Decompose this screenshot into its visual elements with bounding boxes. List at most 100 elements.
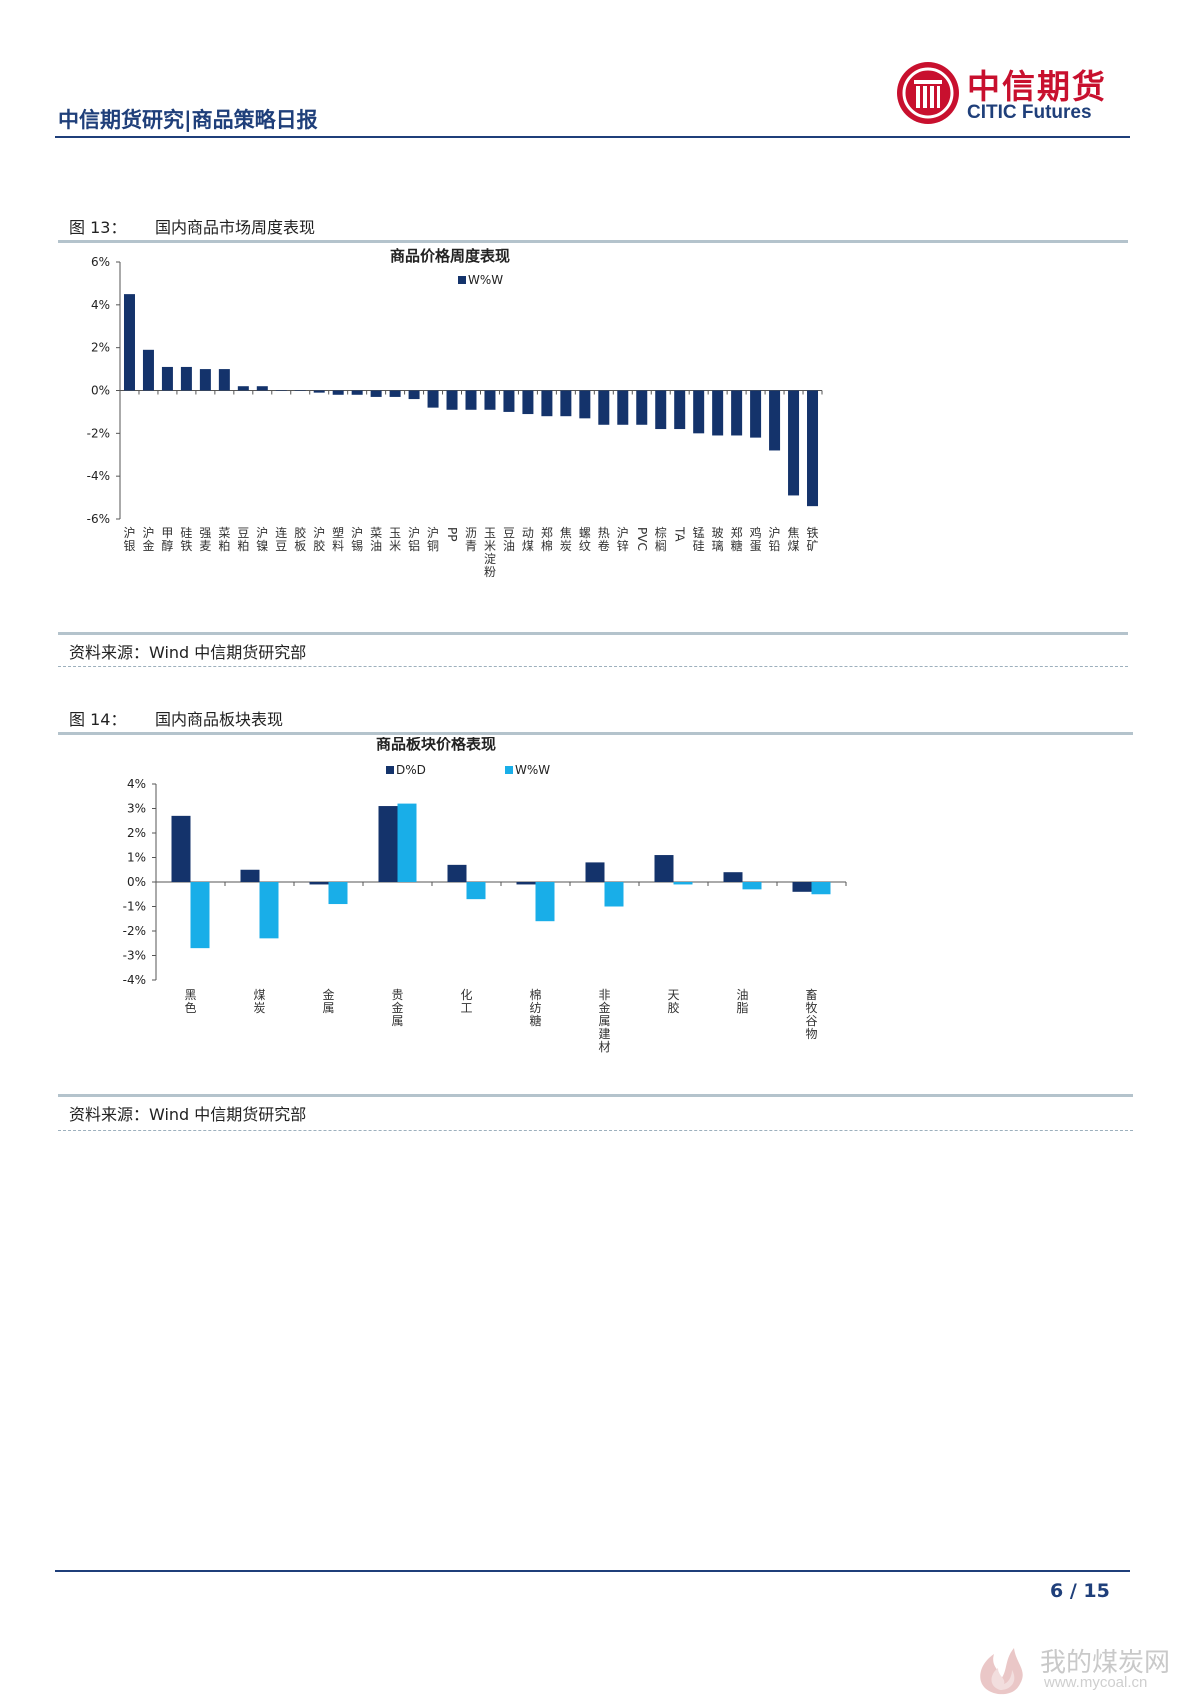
- bar: [807, 390, 819, 507]
- x-tick-label: 郑棉: [541, 525, 553, 553]
- x-tick-label: 黑色: [184, 988, 196, 1015]
- bar: [256, 386, 268, 391]
- bar: [199, 369, 211, 391]
- figure-13-label: 图 13：: [69, 218, 127, 237]
- x-tick-label: 鸡蛋: [750, 525, 762, 553]
- bar: [788, 390, 800, 496]
- report-header-title: 中信期货研究|商品策略日报: [58, 108, 318, 132]
- y-tick-label: -1%: [123, 900, 146, 914]
- page-number: 6 / 15: [1050, 1580, 1110, 1602]
- bar: [560, 390, 572, 417]
- bar: [142, 349, 154, 391]
- y-tick-label: 2%: [91, 341, 110, 355]
- bar: [447, 864, 467, 882]
- x-tick-label: 煤炭: [253, 988, 265, 1015]
- x-tick-label: 沪锡: [351, 526, 363, 553]
- chart-title: 商品价格周度表现: [390, 247, 510, 265]
- bar: [673, 882, 693, 885]
- x-tick-label: 贵金属: [391, 988, 403, 1028]
- figure-14-dashed-rule: [58, 1130, 1133, 1131]
- weekly-commodity-chart: 商品价格周度表现 W%W 6% 4% 2% 0% -2% -4% -6% 沪银沪金甲醇硅铁强麦菜粕…: [87, 247, 823, 579]
- y-tick-label: 0%: [91, 384, 110, 398]
- bar: [328, 882, 348, 905]
- x-tick-label: 畜牧谷物: [805, 987, 817, 1041]
- y-tick-label: -4%: [87, 469, 110, 483]
- bar: [446, 390, 458, 410]
- bar: [712, 390, 724, 436]
- citic-emblem-icon: [897, 62, 959, 124]
- watermark-site-name: 我的煤炭网: [1040, 1648, 1171, 1678]
- x-tick-label: 连豆: [275, 525, 287, 553]
- y-tick-label: 4%: [91, 298, 110, 312]
- x-tick-label: 豆油: [503, 526, 515, 553]
- x-tick-label: 豆粕: [237, 526, 249, 553]
- x-tick-label: 沪铝: [408, 526, 420, 553]
- bar: [313, 390, 325, 393]
- y-tick-label: -2%: [123, 924, 146, 938]
- bar: [171, 815, 191, 882]
- chart-title: 商品板块价格表现: [376, 737, 496, 753]
- bar: [465, 390, 477, 410]
- bar: [466, 882, 486, 900]
- watermark-url: www.mycoal.cn: [1044, 1674, 1148, 1691]
- bar: [742, 882, 762, 890]
- x-tick-label: 动煤: [522, 526, 534, 553]
- x-tick-label: 棉纺糖: [529, 988, 541, 1028]
- x-tick-label: 沪镍: [256, 526, 268, 553]
- bar: [585, 862, 605, 882]
- x-tick-label: 焦炭: [560, 526, 572, 553]
- x-tick-label: 塑料: [332, 525, 344, 553]
- figure-13-top-rule: [58, 240, 1128, 243]
- sector-performance-chart: 商品板块价格表现 D%D W%W 4% 3% 2% 1% 0% -1% -2% -3% -4% 黑色 煤炭…: [123, 737, 847, 1054]
- bar: [522, 390, 534, 415]
- bar: [378, 806, 398, 882]
- x-tick-label: 棕榈: [655, 525, 667, 553]
- bar: [240, 869, 260, 882]
- logo-english-name: CITIC Futures: [967, 102, 1092, 123]
- bar: [294, 390, 306, 391]
- x-tick-label: 化工: [460, 988, 472, 1015]
- bar: [723, 872, 743, 882]
- x-tick-label: 天胶: [667, 988, 679, 1015]
- bar: [516, 882, 536, 885]
- bar: [408, 390, 420, 400]
- bar: [370, 390, 382, 397]
- footer-divider: [55, 1570, 1130, 1572]
- y-tick-label: 6%: [91, 255, 110, 269]
- y-tick-label: 0%: [127, 875, 146, 889]
- legend-swatch: [505, 766, 513, 774]
- bar: [535, 882, 555, 922]
- y-tick-label: 3%: [127, 802, 146, 816]
- x-tick-label: 铁矿: [807, 526, 819, 553]
- bar: [484, 390, 496, 410]
- y-tick-label: 2%: [127, 826, 146, 840]
- legend-label: W%W: [468, 273, 503, 287]
- x-tick-label: 螺纹: [579, 526, 591, 553]
- legend-label: W%W: [515, 763, 550, 777]
- x-tick-label: 沪锌: [617, 526, 629, 553]
- bar: [636, 390, 648, 425]
- figure-13-title: 国内商品市场周度表现: [155, 218, 316, 237]
- x-tick-label: PVC: [635, 527, 649, 551]
- x-tick-label: 沪铅: [769, 526, 781, 553]
- bar: [259, 882, 279, 939]
- bar: [190, 882, 210, 949]
- x-tick-label: 热卷: [598, 526, 610, 553]
- bar: [397, 803, 417, 882]
- bar: [750, 390, 762, 438]
- x-tick-label: TA: [673, 526, 687, 542]
- bar: [218, 369, 230, 391]
- x-tick-label: 非金属建材: [598, 988, 610, 1054]
- bar: [389, 390, 401, 397]
- header-divider: [55, 136, 1130, 138]
- bar: [769, 390, 781, 451]
- figure-14-bottom-rule: [58, 1094, 1133, 1097]
- y-tick-label: -2%: [87, 426, 110, 440]
- x-tick-label: 玻璃: [712, 526, 724, 553]
- bar: [503, 390, 515, 412]
- x-tick-label: 锰硅: [693, 525, 705, 553]
- x-tick-label: 沪铜: [427, 526, 439, 553]
- legend-swatch: [386, 766, 394, 774]
- bar: [617, 390, 629, 425]
- figure-13-source: 资料来源：Wind 中信期货研究部: [69, 643, 307, 662]
